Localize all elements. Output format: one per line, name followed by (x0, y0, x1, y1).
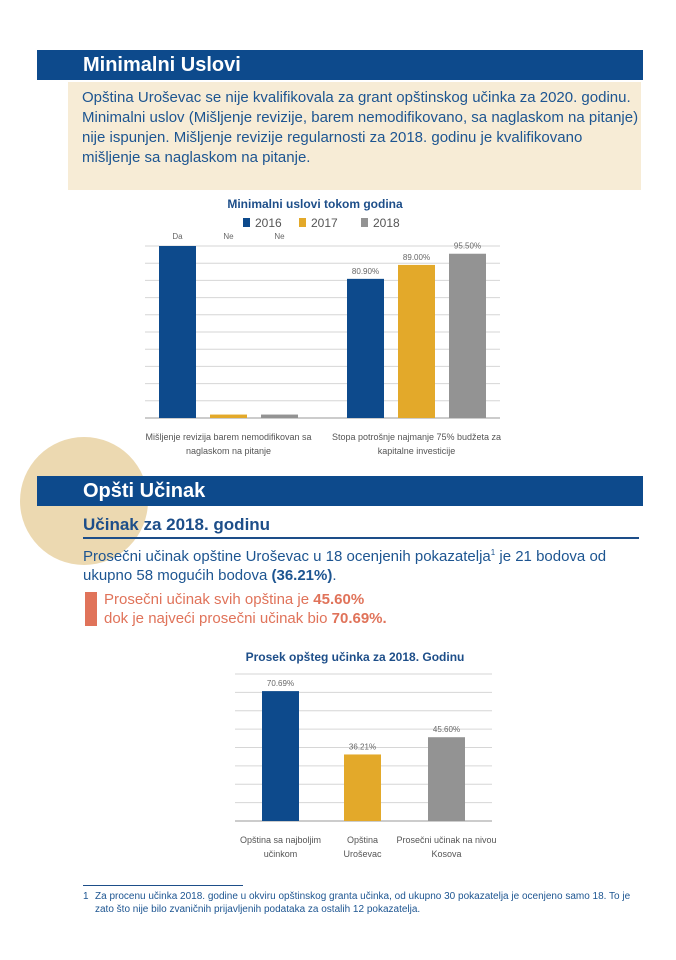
intro-paragraph-2: Minimalni uslov (Mišljenje revizije, bar… (82, 109, 639, 166)
data-label: Ne (223, 232, 234, 241)
section-title: Opšti Učinak (83, 480, 206, 502)
category-label: Kosova (431, 849, 461, 859)
footnote-number: 1 (83, 891, 89, 902)
category-label: naglaskom na pitanje (186, 446, 271, 456)
performance-text-b: je 21 bodova od ukupno 58 mogućih bodova (83, 548, 607, 584)
category-label: kapitalne investicije (378, 446, 456, 456)
category-label: Stopa potrošnje najmanje 75% budžeta za (332, 432, 501, 442)
legend-label-2017: 2017 (311, 216, 338, 230)
bar-2017-1 (398, 264, 435, 418)
bar-2017-0 (210, 414, 247, 418)
performance-text-a: Prosečni učinak opštine Uroševac u 18 oc… (83, 548, 491, 565)
section-header-opsti-ucinak: Opšti Učinak (37, 476, 643, 506)
intro-paragraph-1: Opština Uroševac se nije kvalifikovala z… (82, 89, 631, 106)
data-label: 89.00% (403, 253, 430, 262)
legend-label-2016: 2016 (255, 216, 282, 230)
bar-2018-0 (261, 414, 298, 418)
category-label: Uroševac (343, 849, 382, 859)
category-label: Mišljenje revizija barem nemodifikovan s… (145, 432, 311, 442)
bar-2016-0 (159, 246, 196, 418)
data-label: Ne (274, 232, 285, 241)
bar-2016-1 (347, 278, 384, 418)
legend-swatch-2017 (299, 218, 306, 227)
category-label: Opština (347, 835, 378, 845)
data-label: 45.60% (433, 725, 460, 734)
performance-text-c: . (332, 567, 337, 584)
bar-2 (428, 737, 465, 821)
callout-avg-value: 45.60% (313, 591, 365, 608)
category-label: Opština sa najboljim (240, 835, 321, 845)
data-label: Da (172, 232, 183, 241)
category-label: Prosečni učinak na nivou (396, 835, 496, 845)
footnote-divider (83, 885, 243, 886)
bar-0 (262, 691, 299, 821)
chart1-min-uslovi: 2016 2017 2018 Da Ne Ne Mišljenje revizija bar… (145, 216, 501, 456)
chart1-title: Minimalni uslovi tokom godina (227, 197, 403, 211)
legend-swatch-2016 (243, 218, 250, 227)
chart2-prosek-ucinka: 70.69% Opština sa najboljim učinkom 36.21% O… (235, 673, 497, 859)
subheading-ucinak-2018: Učinak za 2018. godinu (83, 515, 639, 539)
legend-label-2018: 2018 (373, 216, 400, 230)
data-label: 70.69% (267, 679, 294, 688)
callout-line1: Prosečni učinak svih opština je (104, 591, 314, 608)
section-header-minimalni-uslovi: Minimalni Uslovi (37, 50, 643, 80)
callout-text: Prosečni učinak svih opština je 45.60% d… (104, 590, 504, 628)
category-label: učinkom (264, 849, 298, 859)
performance-text: Prosečni učinak opštine Uroševac u 18 oc… (83, 543, 643, 585)
chart2-title: Prosek opšteg učinka za 2018. Godinu (245, 650, 465, 664)
performance-percent: (36.21%) (271, 567, 333, 584)
data-label: 95.50% (454, 242, 481, 251)
intro-box: Opština Uroševac se nije kvalifikovala z… (68, 82, 641, 190)
callout-max-value: 70.69%. (331, 610, 387, 627)
footnote-ref: 1 (490, 548, 496, 557)
legend-swatch-2018 (361, 218, 368, 227)
data-label: 36.21% (349, 742, 376, 751)
callout-line2: dok je najveći prosečni učinak bio (104, 610, 332, 627)
data-label: 80.90% (352, 267, 379, 276)
footnote-text: Za procenu učinka 2018. godine u okviru … (95, 891, 631, 915)
bar-2018-1 (449, 253, 486, 418)
callout-marker (85, 592, 97, 626)
bar-1 (344, 754, 381, 821)
section-title: Minimalni Uslovi (83, 54, 241, 76)
